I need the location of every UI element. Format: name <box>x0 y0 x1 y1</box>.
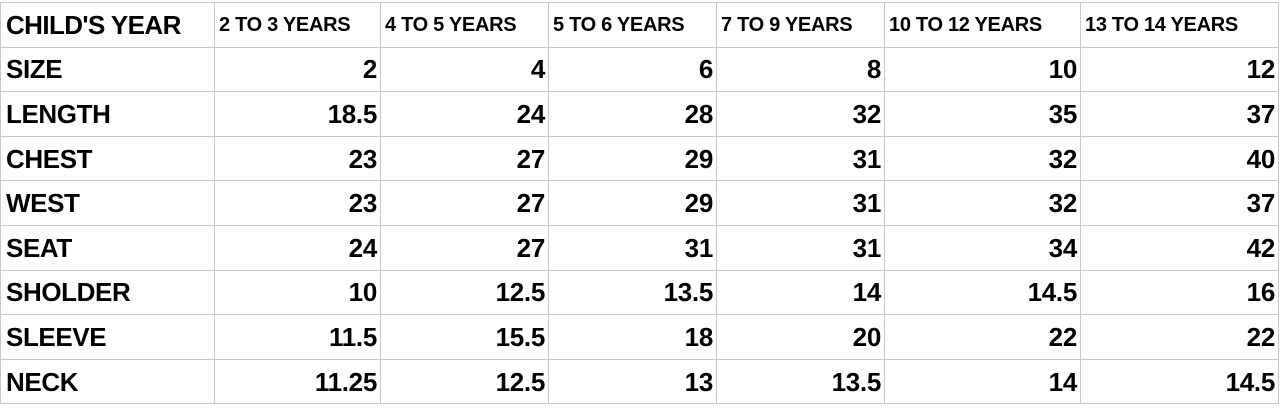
column-header: 2 TO 3 YEARS <box>214 2 381 48</box>
table-cell: 35 <box>884 91 1081 137</box>
column-header: 13 TO 14 YEARS <box>1080 2 1279 48</box>
table-cell: 29 <box>548 135 717 182</box>
table-cell: 31 <box>716 224 885 271</box>
table-cell: 14 <box>716 269 885 316</box>
table-cell: 24 <box>380 91 549 137</box>
table-cell: 12 <box>1080 46 1279 93</box>
table-cell: 23 <box>214 180 381 226</box>
row-label: SHOLDER <box>0 269 215 316</box>
size-chart-table: CHILD'S YEAR 2 TO 3 YEARS 4 TO 5 YEARS 5… <box>0 2 1279 405</box>
table-row: WEST 23 27 29 31 32 37 <box>0 180 1279 226</box>
table-cell: 8 <box>716 46 885 93</box>
table-cell: 18.5 <box>214 91 381 137</box>
table-cell: 13 <box>548 358 717 405</box>
table-cell: 13.5 <box>548 269 717 316</box>
table-cell: 28 <box>548 91 717 137</box>
table-cell: 29 <box>548 180 717 226</box>
table-cell: 12.5 <box>380 358 549 405</box>
column-header: 7 TO 9 YEARS <box>716 2 885 48</box>
table-cell: 4 <box>380 46 549 93</box>
table-cell: 27 <box>380 180 549 226</box>
table-cell: 11.5 <box>214 314 381 360</box>
table-cell: 15.5 <box>380 314 549 360</box>
table-cell: 11.25 <box>214 358 381 405</box>
table-cell: 27 <box>380 224 549 271</box>
table-cell: 32 <box>884 135 1081 182</box>
table-cell: 10 <box>214 269 381 316</box>
row-label: CHEST <box>0 135 215 182</box>
table-cell: 23 <box>214 135 381 182</box>
table-cell: 40 <box>1080 135 1279 182</box>
table-cell: 24 <box>214 224 381 271</box>
header-row: CHILD'S YEAR 2 TO 3 YEARS 4 TO 5 YEARS 5… <box>0 2 1279 48</box>
table-row: SHOLDER 10 12.5 13.5 14 14.5 16 <box>0 269 1279 316</box>
corner-header: CHILD'S YEAR <box>0 2 215 48</box>
table-cell: 27 <box>380 135 549 182</box>
table-row: SLEEVE 11.5 15.5 18 20 22 22 <box>0 314 1279 360</box>
row-label: LENGTH <box>0 91 215 137</box>
column-header: 5 TO 6 YEARS <box>548 2 717 48</box>
column-header: 4 TO 5 YEARS <box>380 2 549 48</box>
column-header: 10 TO 12 YEARS <box>884 2 1081 48</box>
table-cell: 22 <box>884 314 1081 360</box>
row-label: SIZE <box>0 46 215 93</box>
table-cell: 16 <box>1080 269 1279 316</box>
table-cell: 2 <box>214 46 381 93</box>
table-cell: 31 <box>716 135 885 182</box>
row-label: WEST <box>0 180 215 226</box>
table-row: SEAT 24 27 31 31 34 42 <box>0 224 1279 271</box>
table-row: NECK 11.25 12.5 13 13.5 14 14.5 <box>0 358 1279 405</box>
table-row: LENGTH 18.5 24 28 32 35 37 <box>0 91 1279 137</box>
table-cell: 32 <box>716 91 885 137</box>
table-cell: 10 <box>884 46 1081 93</box>
table-cell: 12.5 <box>380 269 549 316</box>
table-cell: 6 <box>548 46 717 93</box>
table-cell: 20 <box>716 314 885 360</box>
table-cell: 34 <box>884 224 1081 271</box>
table-cell: 18 <box>548 314 717 360</box>
table-cell: 31 <box>548 224 717 271</box>
table-row: CHEST 23 27 29 31 32 40 <box>0 135 1279 182</box>
table-cell: 22 <box>1080 314 1279 360</box>
table-cell: 32 <box>884 180 1081 226</box>
table-cell: 31 <box>716 180 885 226</box>
table-cell: 14.5 <box>884 269 1081 316</box>
table-cell: 37 <box>1080 180 1279 226</box>
table-cell: 14.5 <box>1080 358 1279 405</box>
table-cell: 13.5 <box>716 358 885 405</box>
table-cell: 42 <box>1080 224 1279 271</box>
row-label: NECK <box>0 358 215 405</box>
table-cell: 14 <box>884 358 1081 405</box>
row-label: SEAT <box>0 224 215 271</box>
table-cell: 37 <box>1080 91 1279 137</box>
table-row: SIZE 2 4 6 8 10 12 <box>0 46 1279 93</box>
row-label: SLEEVE <box>0 314 215 360</box>
